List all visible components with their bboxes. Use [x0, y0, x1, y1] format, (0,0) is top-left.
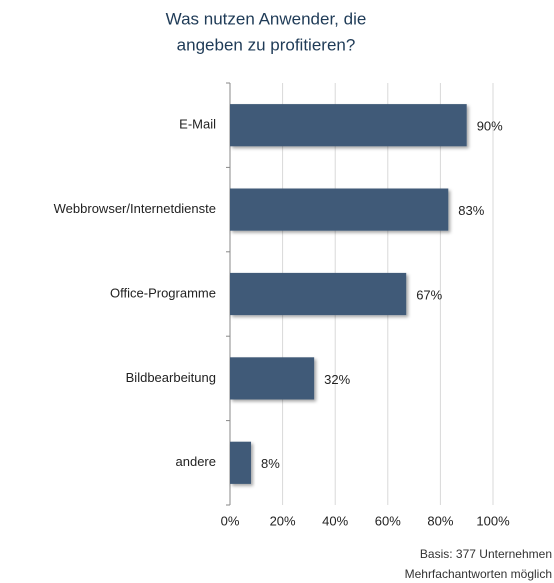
x-tick-label: 80% — [427, 513, 453, 528]
y-tick-label: andere — [176, 454, 216, 469]
footnote: Mehrfachantworten möglich — [405, 567, 552, 581]
y-tick-label: Office-Programme — [110, 285, 216, 300]
x-tick-label: 40% — [322, 513, 348, 528]
footnote: Basis: 377 Unternehmen — [420, 547, 552, 561]
data-label: 90% — [477, 119, 503, 134]
bar — [230, 441, 252, 484]
y-tick-label: E-Mail — [179, 117, 216, 132]
x-tick-label: 100% — [476, 513, 510, 528]
bar — [230, 188, 449, 231]
bar — [230, 357, 315, 400]
y-tick-label: Webbrowser/Internetdienste — [54, 201, 216, 216]
bar — [230, 272, 407, 316]
data-label: 8% — [261, 456, 280, 471]
x-tick-label: 20% — [270, 513, 296, 528]
x-tick-label: 60% — [375, 513, 401, 528]
bar — [230, 104, 467, 147]
chart-title: Was nutzen Anwender, die — [166, 9, 367, 28]
data-label: 67% — [416, 287, 442, 302]
x-tick-label: 0% — [221, 513, 240, 528]
data-label: 32% — [324, 372, 350, 387]
data-label: 83% — [458, 203, 484, 218]
chart-title: angeben zu profitieren? — [177, 35, 356, 54]
y-tick-label: Bildbearbeitung — [126, 370, 216, 385]
